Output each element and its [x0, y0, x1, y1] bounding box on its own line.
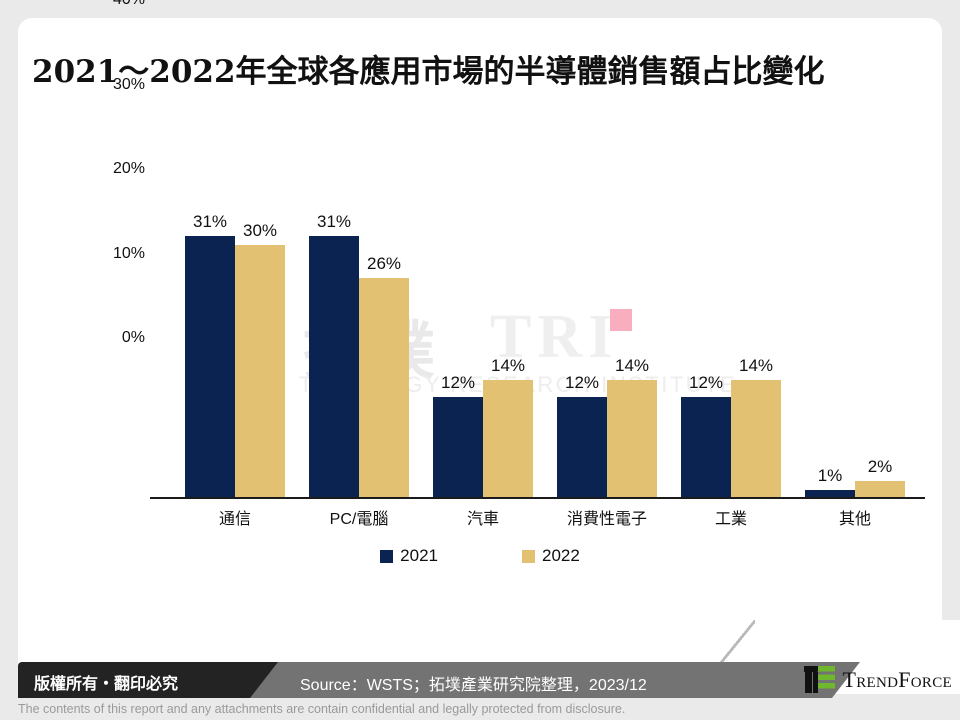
- bar-group: 12% 14%: [433, 160, 533, 498]
- bar-2022-消費性電子[interactable]: [607, 379, 657, 498]
- trendforce-logo-text: TrendForce: [842, 666, 952, 692]
- bar-2021-通信[interactable]: [185, 236, 235, 498]
- trendforce-logo: TrendForce: [804, 666, 952, 693]
- y-axis-labels: 0% 10% 20% 30% 40%: [35, 0, 145, 346]
- y-axis-tick: 0%: [121, 329, 145, 346]
- bar-value-label: 14%: [614, 355, 650, 375]
- plot-area: 31% 30% 31% 26% 12% 14% 12% 14% 12% 14% 1% 2%: [155, 160, 915, 498]
- pink-marker: [610, 309, 632, 331]
- chart-legend: 2021 2022: [0, 546, 960, 566]
- bar-value-label: 26%: [366, 254, 402, 274]
- legend-label-2022: 2022: [542, 546, 580, 565]
- trendforce-logo-icon: [804, 666, 836, 693]
- x-axis-category-label: 工業: [714, 511, 747, 528]
- bar-group: 12% 14%: [557, 160, 657, 498]
- legend-item-2022[interactable]: 2022: [522, 546, 580, 566]
- bar-2021-PC/電腦[interactable]: [309, 236, 359, 498]
- y-axis-tick: 20%: [112, 160, 145, 177]
- bar-chart: 拓墣 TRI TOPOLOGY RESEARCH INSTITUTE 0%10%…: [0, 0, 960, 566]
- legend-swatch-2021: [380, 549, 394, 563]
- x-axis-category-label: 消費性電子: [566, 511, 647, 528]
- x-axis-category-label: 汽車: [466, 511, 499, 528]
- x-axis-category-label: PC/電腦: [329, 511, 389, 528]
- copyright-text: 版權所有・翻印必究: [34, 676, 179, 693]
- bar-group: 12% 14%: [681, 160, 781, 498]
- slide-card: [18, 18, 942, 690]
- x-axis-line: [150, 497, 925, 499]
- bar-2022-汽車[interactable]: [483, 379, 533, 498]
- bar-value-label: 14%: [490, 355, 526, 375]
- bar-2021-消費性電子[interactable]: [557, 396, 607, 498]
- bar-value-label: 1%: [817, 465, 843, 485]
- bar-value-label: 31%: [192, 212, 228, 232]
- y-axis-tick: 10%: [112, 244, 145, 262]
- bar-2021-其他[interactable]: [805, 489, 855, 498]
- x-axis-category-label: 其他: [838, 511, 871, 528]
- disclaimer-text: The contents of this report and any atta…: [18, 702, 626, 716]
- bar-2022-通信[interactable]: [235, 244, 285, 498]
- page-title: 2021～2022年全球各應用市場的半導體銷售額占比變化: [32, 54, 825, 90]
- bar-2022-PC/電腦[interactable]: [359, 278, 409, 498]
- y-axis-tick: 40%: [75, 0, 145, 9]
- bar-value-label: 2%: [867, 457, 893, 477]
- bar-value-label: 12%: [688, 372, 724, 392]
- legend-swatch-2022: [522, 549, 535, 563]
- source-text: Source：WSTS；拓墣產業研究院整理，2023/12: [300, 677, 647, 694]
- footer: 版權所有・翻印必究 Source：WSTS；拓墣產業研究院整理，2023/12 …: [0, 620, 960, 720]
- copyright-band: [18, 662, 278, 698]
- bar-2021-工業[interactable]: [681, 396, 731, 498]
- bar-group: 31% 26%: [309, 160, 409, 498]
- bar-value-label: 30%: [242, 220, 278, 240]
- bar-group: 1% 2%: [805, 160, 905, 498]
- bar-group: 31% 30%: [185, 160, 285, 498]
- bar-value-label: 14%: [738, 355, 774, 375]
- bar-2021-汽車[interactable]: [433, 396, 483, 498]
- x-axis-category-label: 通信: [218, 511, 251, 528]
- bar-value-label: 12%: [564, 372, 600, 392]
- bar-2022-工業[interactable]: [731, 379, 781, 498]
- y-axis-tick: 30%: [112, 75, 145, 93]
- legend-label-2021: 2021: [400, 546, 438, 565]
- legend-item-2021[interactable]: 2021: [380, 546, 438, 566]
- bar-value-label: 31%: [316, 212, 352, 232]
- bar-2022-其他[interactable]: [855, 481, 905, 498]
- bar-value-label: 12%: [440, 372, 476, 392]
